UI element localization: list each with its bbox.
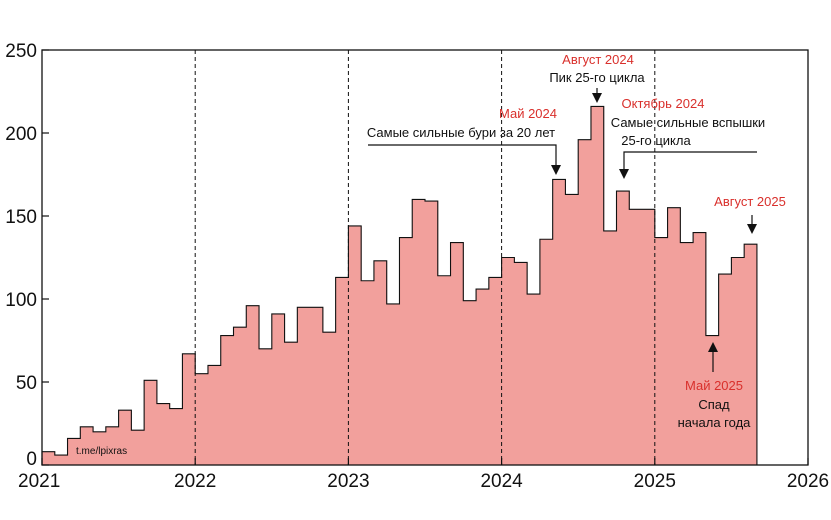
annotation-may-2024-leader <box>368 144 557 170</box>
bar-month-40 <box>539 239 554 465</box>
bar-month-41 <box>552 179 566 466</box>
bar-month-11 <box>169 408 183 465</box>
annotation-may-2024: Май 2024 Самые сильные бури за 20 лет <box>367 106 561 175</box>
bar-month-2 <box>54 455 69 465</box>
annotation-may-2025-text-line1: Спад <box>698 397 730 412</box>
annotation-oct-2024-date: Октябрь 2024 <box>622 96 705 111</box>
x-tick-label-2021: 2021 <box>18 471 60 492</box>
annotation-may-2024-text: Самые сильные бури за 20 лет <box>367 125 555 140</box>
bar-month-6 <box>105 426 120 465</box>
bar-month-51 <box>680 242 694 465</box>
bar-month-29 <box>399 237 413 465</box>
bar-month-33 <box>450 242 464 465</box>
y-tick-label-250: 250 <box>5 41 37 62</box>
bar-month-28 <box>386 303 400 465</box>
bar-month-7 <box>118 410 132 465</box>
annotation-may-2025-arrow-icon <box>708 342 718 352</box>
y-tick-label-200: 200 <box>5 124 37 145</box>
annotation-aug-2024: Август 2024 Пик 25-го цикла <box>549 52 645 103</box>
annotation-may-2025-date: Май 2025 <box>685 378 743 393</box>
bar-month-19 <box>271 313 286 465</box>
bar-month-39 <box>527 294 541 465</box>
annotation-oct-2024: Октябрь 2024 Самые сильные вспышки 25-го… <box>611 96 765 179</box>
y-tick-label-50: 50 <box>16 373 37 394</box>
annotation-oct-2024-text-line2: 25-го цикла <box>621 133 691 148</box>
bar-month-53 <box>705 335 720 465</box>
bar-month-52 <box>693 232 707 465</box>
bar-month-31 <box>425 201 439 465</box>
bar-month-15 <box>220 335 234 465</box>
ticks-layer: 2021 2022 2023 2024 2025 2026 0 50 100 150 200 250 <box>5 41 829 492</box>
annotation-oct-2024-arrow-icon <box>619 169 629 179</box>
bar-month-36 <box>488 277 503 465</box>
bar-month-23 <box>322 332 337 465</box>
bar-month-21 <box>297 307 311 465</box>
annotation-aug-2025-arrow-icon <box>747 224 757 234</box>
annotation-oct-2024-text-line1: Самые сильные вспышки <box>611 115 765 130</box>
x-tick-label-2026: 2026 <box>787 471 829 492</box>
bar-month-42 <box>565 194 579 466</box>
bar-month-13 <box>195 373 209 465</box>
bar-month-8 <box>131 430 145 465</box>
annotation-aug-2024-arrow-icon <box>592 93 602 103</box>
bar-month-44 <box>590 106 605 465</box>
bar-month-27 <box>373 260 388 465</box>
bar-month-17 <box>246 305 260 465</box>
annotation-may-2024-arrow-icon <box>551 165 561 175</box>
step-outline <box>41 105 758 465</box>
y-tick-label-100: 100 <box>5 290 37 311</box>
bar-month-22 <box>310 307 324 465</box>
bar-month-48 <box>642 209 656 465</box>
bar-month-12 <box>182 353 196 465</box>
bar-month-50 <box>667 207 681 465</box>
annotation-aug-2024-date: Август 2024 <box>562 52 634 67</box>
y-tick-label-150: 150 <box>5 207 37 228</box>
bar-month-55 <box>731 257 745 465</box>
bar-month-4 <box>80 426 94 465</box>
bar-month-18 <box>259 348 273 465</box>
annotation-may-2025: Май 2025 Спад начала года <box>678 342 752 430</box>
bar-month-46 <box>616 191 630 465</box>
bar-month-14 <box>207 365 222 465</box>
bar-month-26 <box>361 280 375 465</box>
bar-month-16 <box>233 327 247 465</box>
watermark-label: t.me/lpixras <box>76 446 127 457</box>
bar-month-9 <box>144 380 158 465</box>
annotation-aug-2025-date: Август 2025 <box>714 194 786 209</box>
x-tick-label-2022: 2022 <box>174 471 216 492</box>
bar-month-38 <box>514 262 528 465</box>
annotation-aug-2024-text: Пик 25-го цикла <box>549 70 645 85</box>
plot-frame <box>41 49 809 466</box>
annotation-oct-2024-leader <box>623 151 757 170</box>
bar-month-47 <box>629 209 643 465</box>
bar-month-5 <box>93 431 107 465</box>
x-tick-label-2024: 2024 <box>480 471 523 492</box>
bar-month-45 <box>603 230 617 465</box>
bar-month-10 <box>156 403 171 465</box>
bar-month-32 <box>437 275 452 465</box>
year-dividers <box>194 50 656 465</box>
annotation-aug-2025: Август 2025 <box>714 194 786 234</box>
annotation-may-2024-date: Май 2024 <box>499 106 557 121</box>
bar-month-54 <box>718 274 732 465</box>
annotation-may-2025-text-line2: начала года <box>678 415 752 430</box>
bar-month-30 <box>412 199 426 465</box>
bar-month-56 <box>744 244 758 465</box>
x-tick-label-2023: 2023 <box>327 471 369 492</box>
bar-month-37 <box>501 257 515 465</box>
x-tick-label-2025: 2025 <box>634 471 676 492</box>
bar-month-20 <box>284 342 298 465</box>
bar-month-35 <box>476 289 490 465</box>
bar-month-34 <box>463 300 477 465</box>
bar-month-43 <box>578 139 592 465</box>
bar-month-25 <box>348 225 362 465</box>
y-tick-label-0: 0 <box>26 449 37 470</box>
bar-month-24 <box>335 277 349 465</box>
bars-layer <box>41 105 758 466</box>
bar-month-49 <box>654 237 669 465</box>
bar-month-3 <box>67 438 81 465</box>
bar-month-1 <box>42 451 56 465</box>
